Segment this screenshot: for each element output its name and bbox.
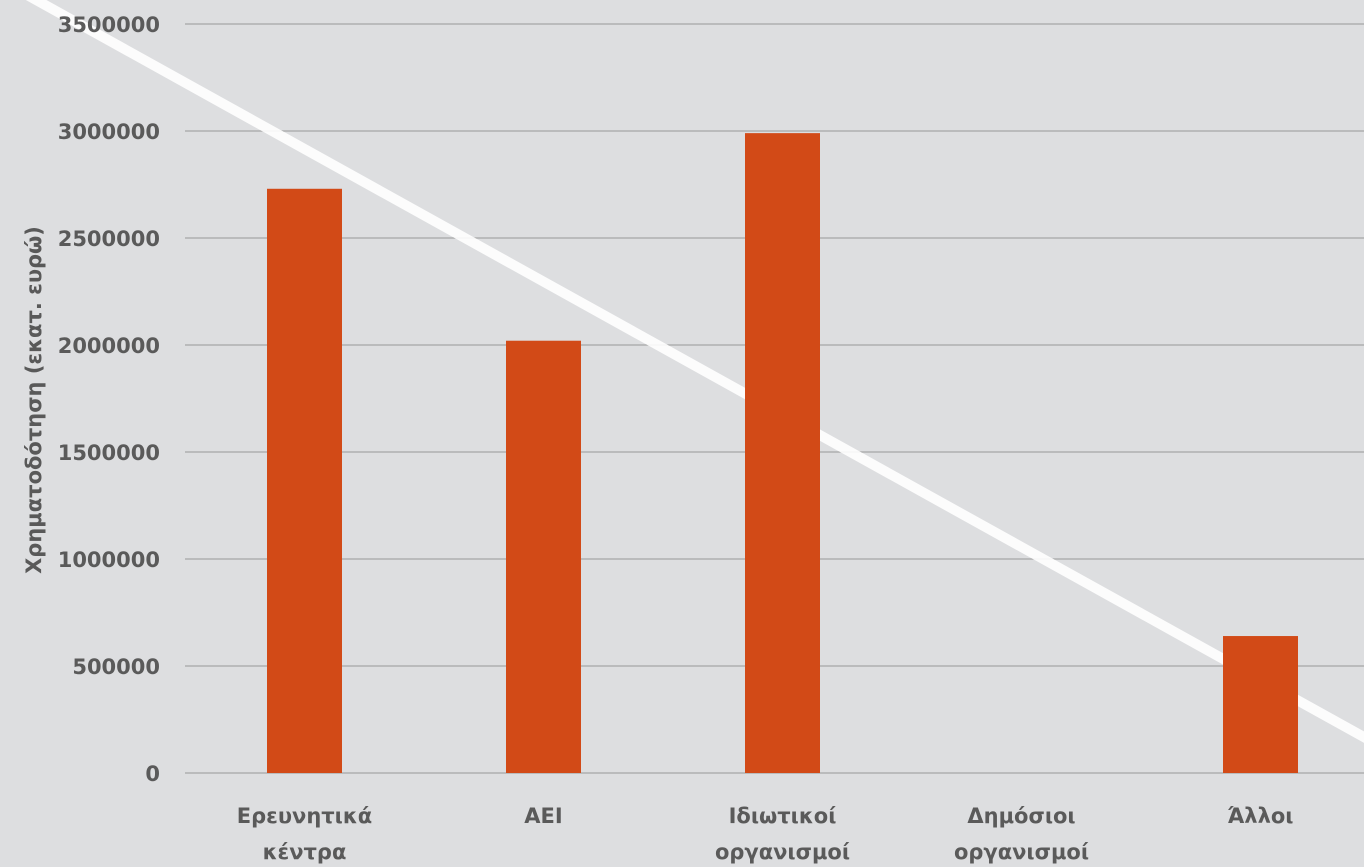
y-tick-label: 0 bbox=[145, 762, 160, 786]
y-tick-label: 3500000 bbox=[58, 13, 160, 37]
x-category-label: Ερευνητικά κέντρα bbox=[237, 804, 372, 864]
y-axis-ticks: 0 500000 1000000 1500000 2000000 2500000 30000… bbox=[58, 13, 160, 786]
y-tick-label: 3000000 bbox=[58, 120, 160, 144]
x-category-label: Δημόσιοι οργανισμοί bbox=[954, 804, 1089, 864]
bar bbox=[1223, 636, 1298, 773]
y-tick-label: 2500000 bbox=[58, 227, 160, 251]
x-category-line: οργανισμοί bbox=[715, 840, 850, 864]
x-category-line: Δημόσιοι bbox=[967, 804, 1075, 828]
y-tick-label: 500000 bbox=[72, 655, 160, 679]
x-category-line: Ερευνητικά bbox=[237, 804, 372, 828]
x-category-line: ΑΕΙ bbox=[524, 804, 562, 828]
y-tick-label: 2000000 bbox=[58, 334, 160, 358]
x-category-label: Άλλοι bbox=[1228, 804, 1294, 828]
y-tick-label: 1000000 bbox=[58, 548, 160, 572]
bars bbox=[267, 133, 1298, 773]
bar bbox=[506, 340, 581, 773]
x-category-label: Ιδιωτικοί οργανισμοί bbox=[715, 804, 850, 864]
x-category-line: Άλλοι bbox=[1228, 804, 1294, 828]
trendline bbox=[25, 0, 1364, 743]
bar bbox=[745, 133, 820, 773]
trendline-layer bbox=[25, 0, 1364, 743]
x-category-label: ΑΕΙ bbox=[524, 804, 562, 828]
x-category-line: Ιδιωτικοί bbox=[729, 804, 837, 828]
x-category-line: οργανισμοί bbox=[954, 840, 1089, 864]
bar bbox=[267, 188, 342, 773]
y-axis-title: Χρηματοδότηση (εκατ. ευρώ) bbox=[22, 226, 46, 574]
x-category-line: κέντρα bbox=[263, 840, 347, 864]
y-tick-label: 1500000 bbox=[58, 441, 160, 465]
